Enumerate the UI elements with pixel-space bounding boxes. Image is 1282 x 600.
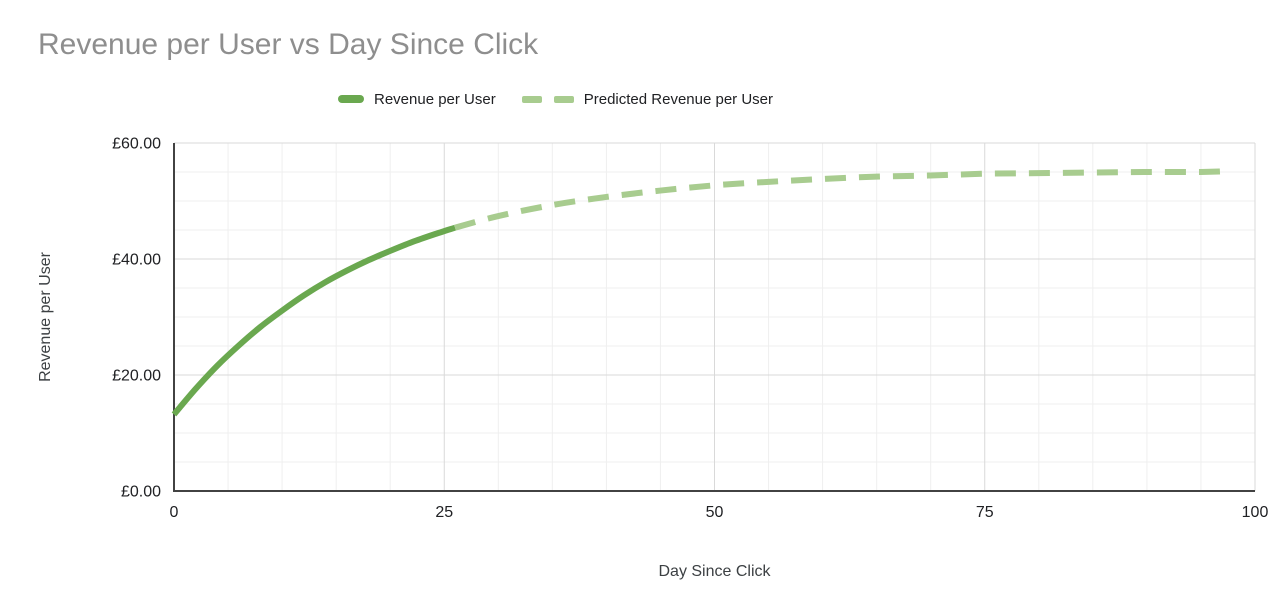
x-axis-title: Day Since Click — [658, 563, 771, 580]
revenue-line — [171, 224, 456, 417]
y-tick-label: £20.00 — [112, 368, 161, 385]
x-tick-label: 100 — [1242, 504, 1269, 521]
y-tick-label: £40.00 — [112, 252, 161, 269]
y-tick-label: £60.00 — [112, 136, 161, 153]
legend-label-predicted-revenue: Predicted Revenue per User — [583, 90, 773, 108]
y-axis-title: Revenue per User — [37, 252, 54, 382]
legend-item-predicted-revenue: Predicted Revenue per User — [521, 90, 773, 108]
legend: Revenue per User Predicted Revenue per U… — [338, 88, 773, 110]
x-tick-label: 0 — [170, 504, 179, 521]
x-tick-label: 50 — [706, 504, 724, 521]
predicted-revenue-line — [454, 168, 1223, 231]
y-tick-label: £0.00 — [121, 484, 161, 501]
x-tick-label: 75 — [976, 504, 994, 521]
legend-item-revenue-per-user: Revenue per User — [338, 91, 496, 108]
chart-title: Revenue per User vs Day Since Click — [38, 28, 539, 61]
x-tick-label: 25 — [435, 504, 453, 521]
legend-label-revenue-per-user: Revenue per User — [374, 90, 496, 108]
legend-dashed-line-swatch-icon — [521, 95, 574, 103]
legend-solid-line-swatch-icon — [338, 95, 364, 103]
